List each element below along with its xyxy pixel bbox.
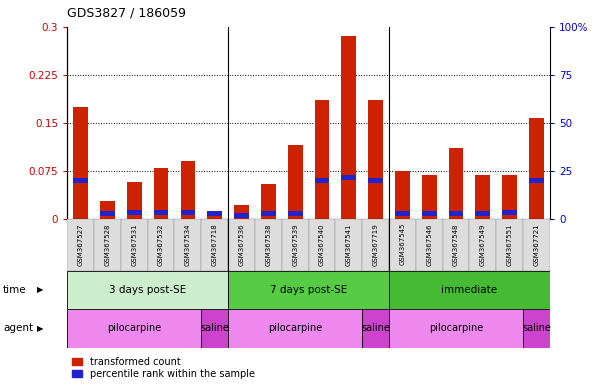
Text: ▶: ▶ [37,324,43,333]
Bar [228,309,362,348]
Bar [309,219,335,271]
Text: GSM367534: GSM367534 [185,223,191,265]
Bar [73,178,88,183]
Text: pilocarpine: pilocarpine [268,323,322,333]
Bar [315,101,329,219]
Bar [342,36,356,219]
Text: 3 days post-SE: 3 days post-SE [109,285,186,295]
Bar [469,219,496,271]
Bar [255,219,282,271]
Bar [502,210,517,215]
Bar [496,219,523,271]
Bar [127,210,142,215]
Bar [261,211,276,216]
Text: GSM367539: GSM367539 [292,223,298,266]
Text: agent: agent [3,323,33,333]
Text: GSM367548: GSM367548 [453,223,459,265]
Bar [288,145,302,219]
Bar [94,219,121,271]
Bar [180,210,196,215]
Bar [422,211,437,216]
Bar [442,219,469,271]
Text: saline: saline [522,323,551,333]
Bar [335,219,362,271]
Text: time: time [3,285,27,295]
Bar [148,219,175,271]
Bar [395,211,410,216]
Text: GSM367551: GSM367551 [507,223,513,265]
Bar [529,178,544,183]
Bar [100,211,115,216]
Bar [180,161,196,219]
Legend: transformed count, percentile rank within the sample: transformed count, percentile rank withi… [72,357,255,379]
Bar [282,219,309,271]
Bar [362,309,389,348]
Text: GSM367719: GSM367719 [373,223,379,266]
Bar [389,219,416,271]
Bar [523,309,550,348]
Bar [416,219,442,271]
Text: GSM367545: GSM367545 [400,223,406,265]
Bar [315,178,329,183]
Bar [448,211,463,216]
Text: GSM367546: GSM367546 [426,223,432,265]
Text: GSM367718: GSM367718 [211,223,218,266]
Bar [207,212,222,219]
Bar [207,211,222,216]
Text: saline: saline [361,323,390,333]
Text: GSM367538: GSM367538 [265,223,271,266]
Text: saline: saline [200,323,229,333]
Bar [389,271,550,309]
Text: GSM367528: GSM367528 [104,223,111,265]
Text: GSM367721: GSM367721 [533,223,540,266]
Bar [475,211,490,216]
Bar [475,175,490,219]
Text: GSM367532: GSM367532 [158,223,164,265]
Bar [389,309,523,348]
Bar [395,171,410,219]
Bar [234,205,249,219]
Text: pilocarpine: pilocarpine [429,323,483,333]
Text: 7 days post-SE: 7 days post-SE [270,285,347,295]
Bar [342,175,356,180]
Text: immediate: immediate [441,285,497,295]
Bar [362,219,389,271]
Text: GSM367540: GSM367540 [319,223,325,265]
Bar [67,219,94,271]
Text: ▶: ▶ [37,285,43,295]
Bar [73,107,88,219]
Bar [234,213,249,218]
Bar [288,211,302,216]
Bar [154,210,169,215]
Bar [228,219,255,271]
Bar [529,118,544,219]
Bar [228,271,389,309]
Bar [121,219,148,271]
Bar [448,149,463,219]
Bar [175,219,201,271]
Bar [368,178,383,183]
Bar [100,201,115,219]
Text: GDS3827 / 186059: GDS3827 / 186059 [67,6,186,19]
Bar [422,175,437,219]
Text: GSM367531: GSM367531 [131,223,137,266]
Text: pilocarpine: pilocarpine [107,323,161,333]
Text: GSM367541: GSM367541 [346,223,352,265]
Bar [201,309,228,348]
Bar [201,219,228,271]
Bar [67,271,228,309]
Text: GSM367536: GSM367536 [238,223,244,266]
Bar [502,175,517,219]
Bar [261,184,276,219]
Text: GSM367549: GSM367549 [480,223,486,265]
Bar [368,101,383,219]
Text: GSM367527: GSM367527 [78,223,84,265]
Bar [67,309,201,348]
Bar [127,182,142,219]
Bar [523,219,550,271]
Bar [154,168,169,219]
